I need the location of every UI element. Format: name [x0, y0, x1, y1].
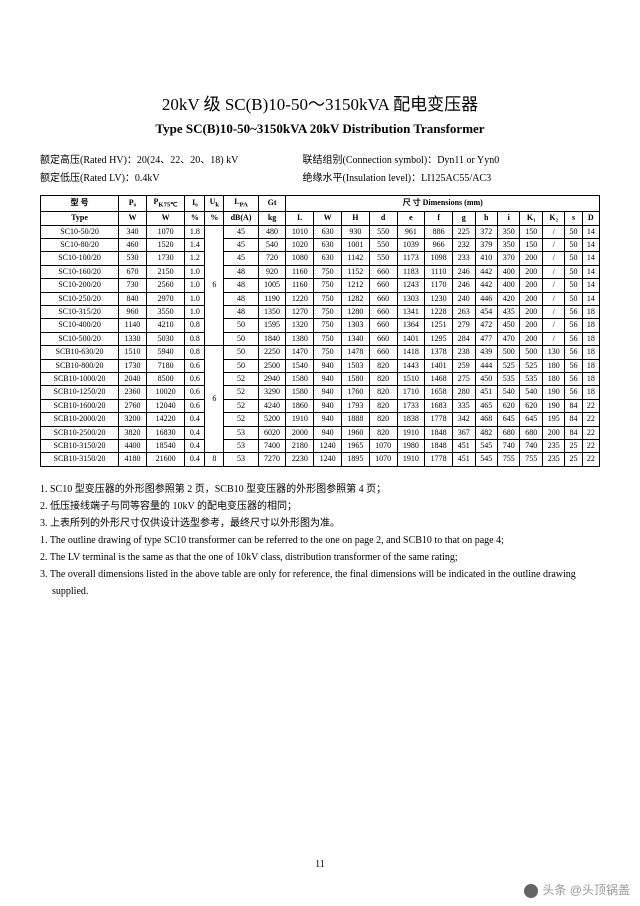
page-container: 20kV 级 SC(B)10-50～3150kVA 配电变压器 Type SC(… — [0, 0, 640, 906]
table-row: SC10-160/2067021501.04892011607501152660… — [41, 265, 600, 278]
connection-label: 联结组别(Connection symbol)：Dyn11 or Yyn0 — [303, 153, 500, 169]
title-english: Type SC(B)10-50~3150kVA 20kV Distributio… — [40, 121, 600, 137]
table-row: SC10-400/20114042100.8501595132075013036… — [41, 319, 600, 332]
table-row: SCB10-1000/20204085000.65229401580940158… — [41, 372, 600, 385]
spec-line-1: 额定高压(Rated HV)：20(24、22、20、18) kV 联结组别(C… — [40, 153, 600, 169]
table-row: SCB10-2500/203820168300.4536020200094019… — [41, 426, 600, 439]
table-row: SC10-315/2096035501.04813501270750128066… — [41, 306, 600, 319]
table-row: SCB10-3150/204400185400.4537400218012401… — [41, 439, 600, 452]
table-row: SC10-50/2034010701.864548010106309305509… — [41, 225, 600, 238]
table-row: SCB10-1250/202360100200.6523290158094017… — [41, 386, 600, 399]
table-body: SC10-50/2034010701.864548010106309305509… — [41, 225, 600, 466]
notes-section: 1. SC10 型变压器的外形图参照第 2 页，SCB10 型变压器的外形图参照… — [40, 481, 600, 600]
source-watermark: 头条 @头顶锅盖 — [524, 881, 630, 898]
rated-lv-label: 额定低压(Rated LV)：0.4kV — [40, 171, 300, 187]
table-row: SCB10-630/20151059400.865022501470750147… — [41, 346, 600, 359]
note-en-1: 1. The outline drawing of type SC10 tran… — [40, 532, 600, 549]
table-row: SCB10-3150/204180216000.4853727022301240… — [41, 453, 600, 466]
table-row: SC10-100/2053017301.24572010806301142550… — [41, 252, 600, 265]
table-row: SCB10-800/20173071800.650250015409401503… — [41, 359, 600, 372]
title-chinese: 20kV 级 SC(B)10-50～3150kVA 配电变压器 — [40, 90, 600, 115]
table-row: SC10-200/2073025601.04810051160750121266… — [41, 279, 600, 292]
table-row: SC10-80/2046015201.445540102063010015501… — [41, 239, 600, 252]
insulation-label: 绝缘水平(Insulation level)：LI125AC55/AC3 — [303, 171, 492, 187]
table-row: SC10-500/20133050300.8501840138075013406… — [41, 332, 600, 345]
watermark-text: 头条 @头顶锅盖 — [542, 883, 630, 897]
note-cn-2: 2. 低压接线端子与同等容量的 10kV 的配电变压器的相同； — [40, 498, 600, 515]
spec-line-2: 额定低压(Rated LV)：0.4kV 绝缘水平(Insulation lev… — [40, 171, 600, 187]
watermark-logo-icon — [524, 884, 538, 898]
transformer-data-table: 型 号P₀PK75℃I₀UkLPAGt尺 寸 Dimensions (mm)Ty… — [40, 195, 600, 467]
page-number: 11 — [0, 859, 640, 870]
rated-hv-label: 额定高压(Rated HV)：20(24、22、20、18) kV — [40, 153, 300, 169]
note-en-2: 2. The LV terminal is the same as that t… — [40, 549, 600, 566]
table-row: SC10-250/2084029701.04811901220750128266… — [41, 292, 600, 305]
note-cn-1: 1. SC10 型变压器的外形图参照第 2 页，SCB10 型变压器的外形图参照… — [40, 481, 600, 498]
table-row: SCB10-2000/203200142200.4525200191094018… — [41, 413, 600, 426]
note-en-3: 3. The overall dimensions listed in the … — [40, 566, 600, 600]
note-cn-3: 3. 上表所列的外形尺寸仅供设计选型参考，最终尺寸以外形图为准。 — [40, 515, 600, 532]
table-row: SCB10-1600/202760120400.6524240186094017… — [41, 399, 600, 412]
table-header: 型 号P₀PK75℃I₀UkLPAGt尺 寸 Dimensions (mm)Ty… — [41, 196, 600, 226]
